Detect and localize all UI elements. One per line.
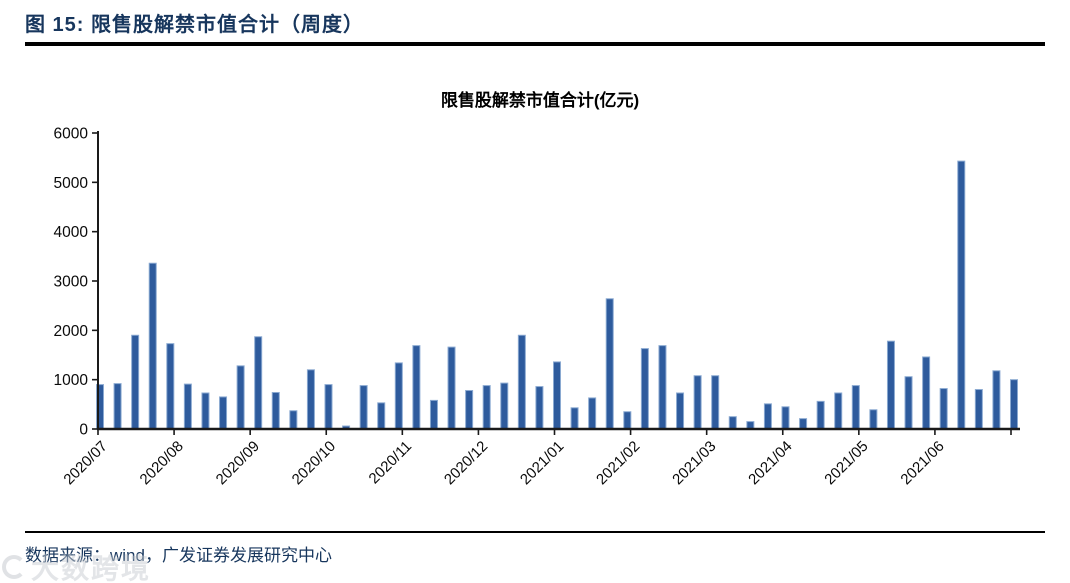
y-tick-label: 2000 — [54, 323, 89, 340]
bar — [465, 390, 474, 430]
x-tick-label: 2020/08 — [137, 438, 187, 488]
bar — [939, 388, 948, 430]
bar — [306, 369, 315, 430]
bar — [904, 376, 913, 430]
x-tick-label: 2021/04 — [745, 438, 795, 488]
bar — [412, 345, 421, 430]
y-tick-label: 0 — [79, 422, 88, 439]
x-tick-label: 2020/10 — [289, 438, 339, 488]
x-tick-label: 2020/07 — [60, 438, 110, 488]
bar — [113, 383, 122, 430]
bar — [570, 407, 579, 430]
bar — [869, 409, 878, 430]
y-tick-label: 5000 — [54, 175, 89, 192]
bar — [535, 386, 544, 430]
bar — [289, 410, 298, 430]
bar — [254, 336, 263, 430]
bar — [359, 385, 368, 430]
data-source-note: 数据来源：wind，广发证券发展研究中心 — [25, 546, 332, 565]
x-tick-label: 2021/02 — [593, 438, 643, 488]
bar — [763, 403, 772, 430]
bar — [781, 406, 790, 430]
y-tick-label: 1000 — [54, 372, 89, 389]
bar — [131, 334, 140, 430]
bar — [834, 392, 843, 430]
bar — [394, 362, 403, 430]
bar — [482, 385, 491, 430]
chart-title: 限售股解禁市值合计(亿元) — [440, 91, 640, 110]
bar — [676, 392, 685, 430]
bar — [992, 370, 1001, 430]
bar — [886, 340, 895, 430]
bar — [658, 345, 667, 430]
bar — [588, 397, 597, 430]
bar — [429, 399, 438, 430]
bar — [640, 348, 649, 430]
bar — [974, 389, 983, 430]
bar — [623, 411, 632, 430]
bar — [219, 396, 228, 430]
bar — [201, 392, 210, 430]
footer-divider — [25, 531, 1045, 533]
bar — [183, 383, 192, 430]
x-tick-label: 2021/05 — [821, 438, 871, 488]
x-tick-label: 2020/11 — [366, 438, 416, 488]
y-tick-label: 4000 — [54, 224, 89, 241]
bar — [693, 375, 702, 430]
bar — [324, 384, 333, 430]
x-tick-label: 2021/01 — [517, 438, 567, 488]
bar — [377, 402, 386, 430]
bar — [553, 361, 561, 430]
x-tick-label: 2021/03 — [669, 438, 719, 488]
bar — [922, 356, 931, 430]
bar — [605, 298, 614, 430]
bar — [1010, 379, 1018, 430]
bar — [957, 160, 966, 430]
bar — [148, 262, 157, 430]
y-tick-label: 6000 — [54, 126, 89, 143]
bar — [799, 418, 808, 430]
bar — [851, 385, 860, 430]
header-divider — [25, 42, 1045, 46]
bar — [517, 334, 526, 430]
bar — [728, 416, 737, 430]
x-tick-label: 2020/09 — [213, 438, 263, 488]
bar — [271, 391, 280, 430]
bar — [711, 375, 720, 430]
y-tick-label: 3000 — [54, 274, 89, 291]
bar — [166, 343, 175, 430]
x-tick-label: 2020/12 — [441, 438, 491, 488]
x-tick-label: 2021/06 — [897, 438, 947, 488]
bar — [236, 365, 245, 430]
bar — [816, 400, 825, 430]
figure-caption: 图 15: 限售股解禁市值合计（周度） — [25, 14, 365, 36]
bar — [500, 382, 509, 430]
bar — [447, 346, 456, 430]
